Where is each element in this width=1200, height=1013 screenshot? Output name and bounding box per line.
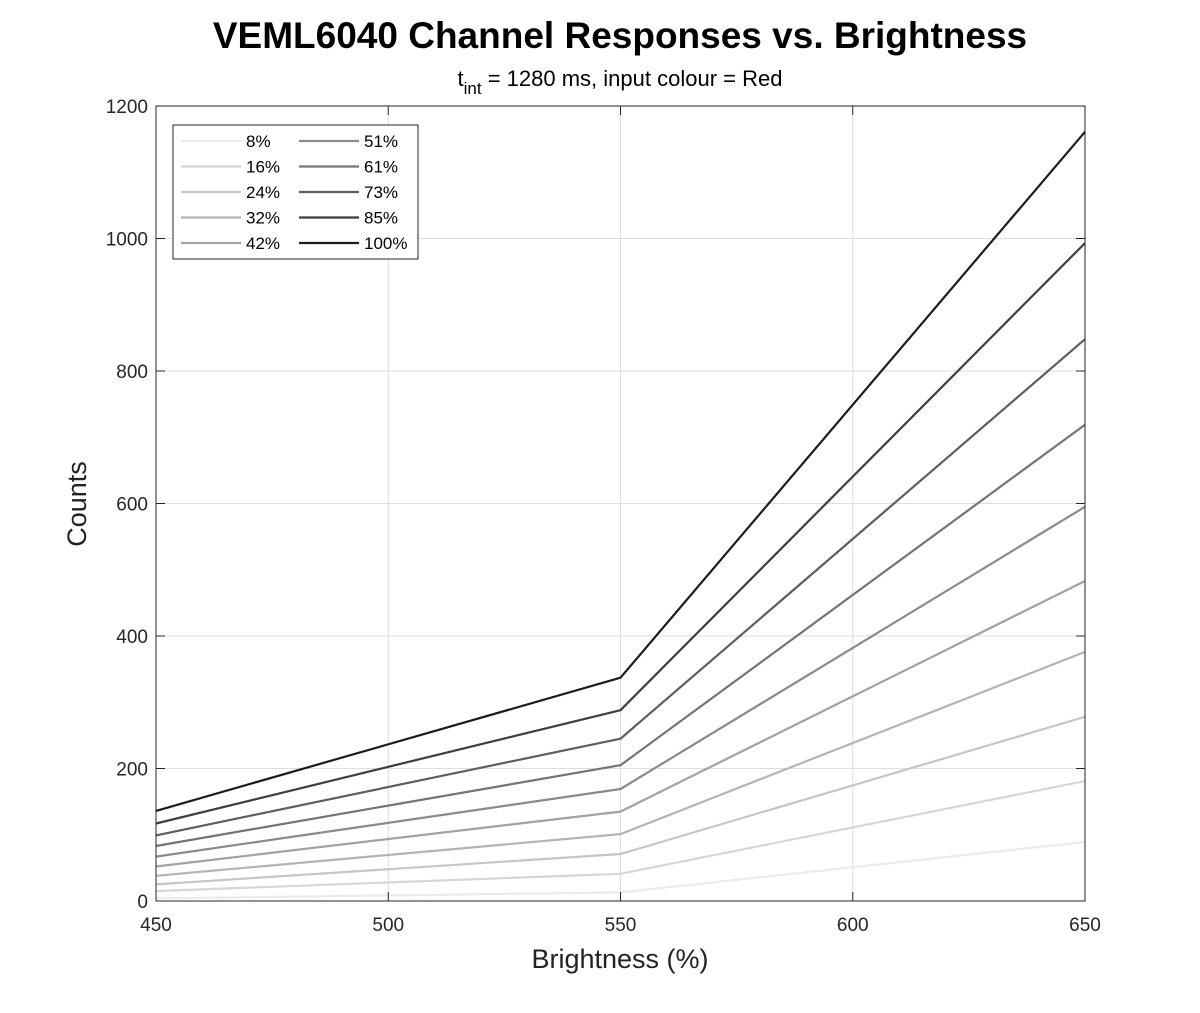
subtitle-t: t xyxy=(458,66,464,91)
y-tick-label: 0 xyxy=(137,892,148,913)
y-tick-label: 400 xyxy=(116,627,148,648)
x-tick-label: 600 xyxy=(837,915,869,936)
series-line-24pct xyxy=(155,715,1086,886)
subtitle-rest: = 1280 ms, input colour = Red xyxy=(482,66,783,91)
chart-title: VEML6040 Channel Responses vs. Brightnes… xyxy=(213,15,1027,56)
chart-subtitle: tint = 1280 ms, input colour = Red xyxy=(458,66,783,98)
series-line-73pct xyxy=(155,338,1086,837)
y-tick-label: 1000 xyxy=(106,230,148,251)
y-tick-label: 200 xyxy=(116,760,148,781)
series-line-85pct xyxy=(155,242,1086,825)
legend-entry-label: 42% xyxy=(246,234,280,253)
x-tick-label: 450 xyxy=(140,915,172,936)
legend-entry-label: 61% xyxy=(364,158,398,177)
x-tick-label: 650 xyxy=(1069,915,1101,936)
x-tick-label: 550 xyxy=(605,915,637,936)
legend-entry-label: 16% xyxy=(246,158,280,177)
legend-entry-label: 73% xyxy=(364,183,398,202)
legend-entry-label: 8% xyxy=(246,132,271,151)
series-line-16pct xyxy=(155,780,1086,893)
subtitle-subscript: int xyxy=(464,79,482,98)
x-axis-label: Brightness (%) xyxy=(531,944,708,974)
series-line-100pct xyxy=(155,131,1086,812)
y-axis-label: Counts xyxy=(62,461,92,547)
axis-ticks: 450 500 550 600 650 0 200 400 600 800 1000 1200 xyxy=(106,97,1101,936)
series-line-32pct xyxy=(155,650,1086,877)
y-tick-label: 800 xyxy=(116,362,148,383)
x-tick-label: 500 xyxy=(372,915,404,936)
series-line-42pct xyxy=(155,580,1086,868)
series-line-51pct xyxy=(155,505,1086,858)
legend: 8% 16% 24% 32% 42% 51% 61% 73% 85% 100% xyxy=(172,124,419,260)
y-tick-label: 1200 xyxy=(106,97,148,118)
legend-entry-label: 24% xyxy=(246,183,280,202)
legend-entry-label: 85% xyxy=(364,209,398,228)
legend-entry-label: 51% xyxy=(364,132,398,151)
y-tick-label: 600 xyxy=(116,495,148,516)
legend-entry-label: 32% xyxy=(246,209,280,228)
legend-entry-label: 100% xyxy=(364,234,407,253)
series-line-61pct xyxy=(155,423,1086,848)
